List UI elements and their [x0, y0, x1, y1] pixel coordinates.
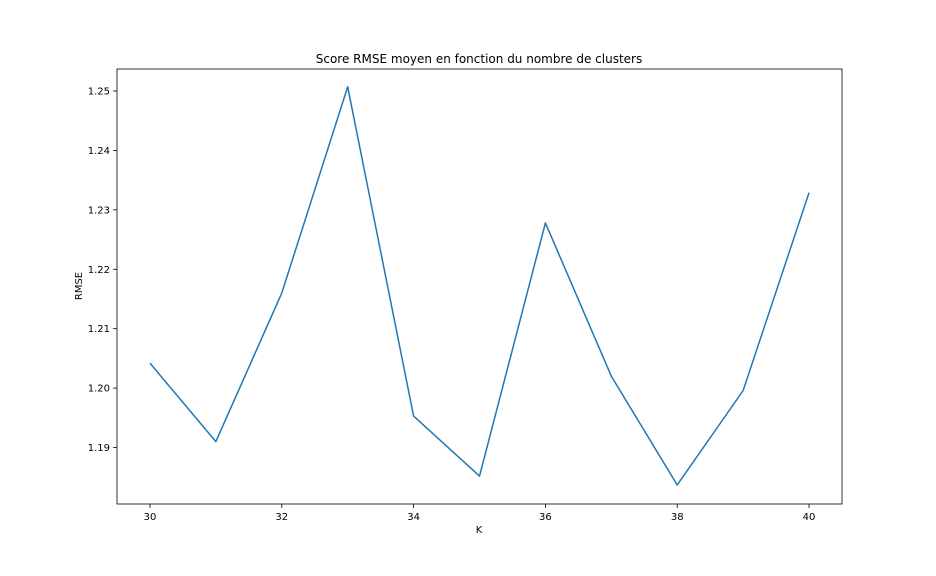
y-axis: 1.19 1.20 1.21 1.22 1.23 1.24 1.25 [88, 86, 117, 454]
y-tick-label: 1.25 [88, 86, 110, 97]
y-tick-label: 1.19 [88, 443, 110, 454]
x-tick-label: 38 [671, 512, 684, 523]
chart-title: Score RMSE moyen en fonction du nombre d… [316, 52, 642, 66]
x-tick-label: 34 [407, 512, 420, 523]
y-axis-label: RMSE [74, 272, 85, 300]
x-axis-label: K [476, 525, 483, 536]
x-tick-label: 32 [275, 512, 288, 523]
plot-area-frame [116, 68, 843, 505]
y-tick-label: 1.24 [88, 146, 110, 157]
y-tick-label: 1.20 [88, 384, 110, 395]
x-tick-label: 36 [539, 512, 552, 523]
series-line [149, 86, 810, 486]
y-tick-label: 1.23 [88, 205, 110, 216]
x-axis: 30 32 34 36 38 40 [144, 504, 816, 523]
x-tick-label: 40 [803, 512, 816, 523]
y-tick-label: 1.22 [88, 265, 110, 276]
x-tick-label: 30 [144, 512, 157, 523]
y-tick-label: 1.21 [88, 324, 110, 335]
series-group [149, 86, 810, 486]
